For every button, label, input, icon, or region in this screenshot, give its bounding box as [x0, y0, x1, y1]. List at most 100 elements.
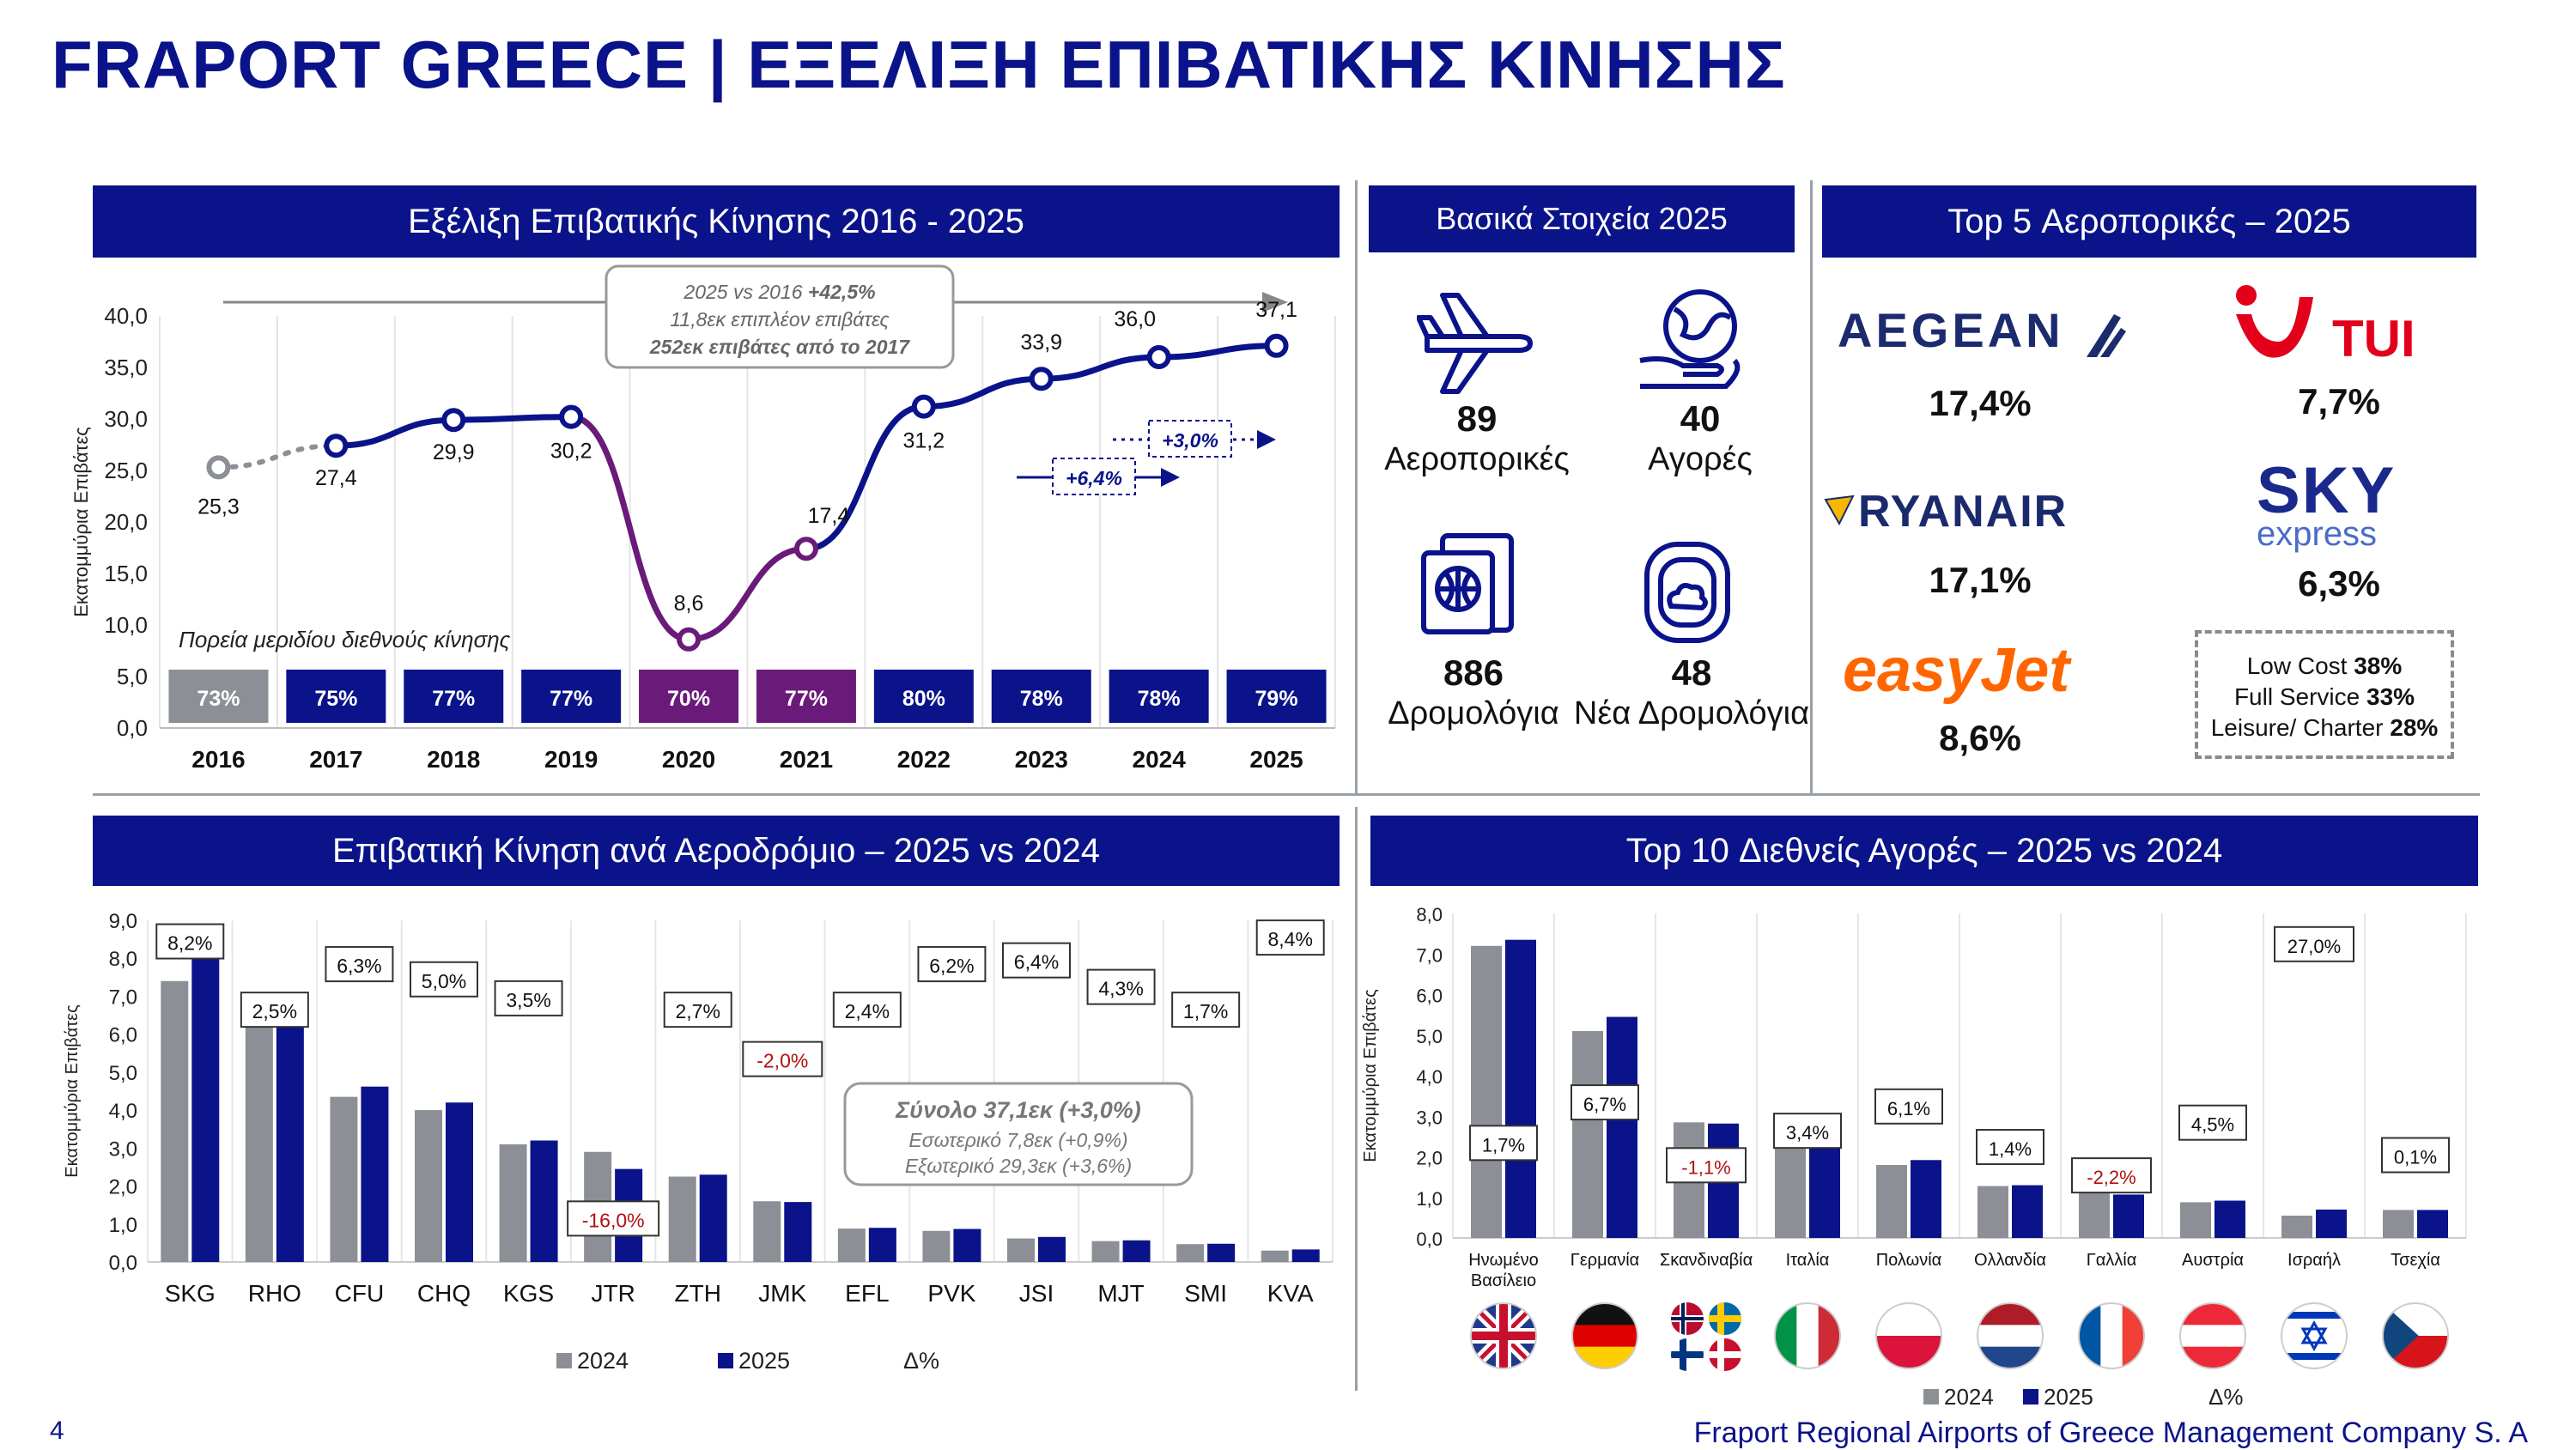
series-line-2021-2025: [805, 343, 1277, 552]
x-tick-label: 2016: [191, 746, 245, 773]
delta-label: 2,5%: [252, 1000, 297, 1022]
y-tick-label: 3,0: [109, 1138, 137, 1161]
scandinavia-flags-icon: [1671, 1338, 1704, 1371]
mix-full-service: Full Service 33%: [2233, 683, 2415, 710]
tui-logo: TUI: [2332, 310, 2415, 367]
delta-label-box: [1002, 942, 1071, 979]
legend-label-2024: 2024: [1944, 1384, 1994, 1408]
x-tick-label: 2022: [897, 746, 951, 773]
x-tick-label: 2019: [544, 746, 598, 773]
y-tick-label: 35,0: [104, 355, 148, 380]
austria-flag-icon-ring: [2179, 1302, 2246, 1369]
delta-label-box: [1666, 1147, 1747, 1184]
germany-flag-icon-ring: [1571, 1302, 1638, 1369]
kpi-routes-value: 886: [1443, 652, 1504, 693]
y-tick-label: 10,0: [104, 612, 148, 638]
poland-flag-icon-ring: [1875, 1302, 1942, 1369]
delta-label-box: [325, 946, 394, 983]
x-tick-label: Τσεχία: [2391, 1251, 2440, 1270]
markets-chart: 0,0 1,0 2,0 3,0 4,0 5,0 6,0 7,0 8,0 Εκατομμύρια Ε…: [1361, 904, 2467, 1408]
aegean-share: 17,4%: [1929, 383, 2032, 423]
x-tick-label: 2024: [1133, 746, 1187, 773]
delta-label-box: [2071, 1157, 2152, 1194]
delta-label-box: [742, 1040, 823, 1077]
delta-label: -2,0%: [756, 1050, 808, 1072]
delta-label: 4,5%: [2191, 1114, 2234, 1136]
delta-label-box: [663, 992, 732, 1028]
intl-share-box: [286, 670, 386, 723]
x-tick-label-line2: Βασίλειο: [1471, 1271, 1536, 1290]
aegean-logo: AEGEAN: [1838, 303, 2064, 357]
y-tick-label: 8,0: [109, 948, 137, 971]
bar-2024: [330, 1096, 358, 1262]
delta-label-box: [1469, 1125, 1538, 1162]
growth-label: +6,4%: [1066, 467, 1122, 489]
bar-2024: [837, 1229, 866, 1262]
x-tick-label: Γαλλία: [2087, 1251, 2137, 1270]
callout-line-1: 2025 vs 2016 +42,5%: [683, 281, 875, 303]
x-tick-label: ZTH: [674, 1280, 720, 1307]
israel-flag-icon: [2281, 1303, 2347, 1368]
x-tick-label: CHQ: [417, 1280, 471, 1307]
flag-stripe: [1572, 1325, 1637, 1348]
data-point: [206, 455, 231, 480]
delta-label-box: [2381, 1137, 2450, 1174]
data-value-label: 36,0: [1114, 307, 1156, 331]
delta-label: -2,2%: [2087, 1167, 2136, 1188]
tui-smile-icon: [2236, 285, 2313, 358]
data-value-label: 17,4: [808, 504, 850, 528]
italy-flag-icon: [1775, 1303, 1840, 1368]
bar-2024: [1572, 1031, 1603, 1238]
bar-2025: [1038, 1236, 1066, 1262]
flag-stripe: [2079, 1303, 2102, 1368]
y-tick-label: 5,0: [117, 664, 148, 689]
legend-swatch-2025: [718, 1353, 733, 1368]
bar-2024: [1176, 1244, 1205, 1262]
ryanair-logo: RYANAIR: [1858, 487, 2069, 537]
delta-label: 8,4%: [1267, 928, 1312, 950]
delta-label-box: [155, 923, 225, 960]
data-value-label: 29,9: [433, 440, 475, 464]
delta-label-box: [2274, 925, 2354, 962]
x-tick-label: 2025: [1249, 746, 1303, 773]
bar-2024: [2383, 1210, 2414, 1238]
bar-2025: [2316, 1209, 2347, 1238]
y-tick-label: 5,0: [1416, 1026, 1443, 1047]
y-tick-label: 25,0: [104, 458, 148, 483]
delta-label: 1,7%: [1183, 1000, 1228, 1022]
aegean-wing-icon: [2087, 314, 2126, 357]
delta-label: 6,4%: [1014, 951, 1059, 974]
data-point: [324, 434, 349, 458]
bar-2025: [2113, 1194, 2144, 1238]
data-value-label: 37,1: [1255, 298, 1297, 322]
delta-label: 6,3%: [337, 955, 381, 977]
bar-2025: [191, 958, 220, 1262]
bar-2025: [530, 1140, 558, 1262]
flag-stripe: [1572, 1303, 1637, 1326]
flag-stripe: [2281, 1353, 2347, 1360]
y-tick-label: 40,0: [104, 303, 148, 329]
airports-chart: 0,0 1,0 2,0 3,0 4,0 5,0 6,0 7,0 8,0 9,0 Εκατομμύρι…: [63, 910, 1334, 1374]
data-point: [1029, 367, 1054, 391]
bar-2024: [922, 1230, 951, 1262]
skyexpress-logo-sub: express: [2257, 515, 2378, 553]
trend-arrow-head: [1262, 292, 1288, 312]
flag-cross: [1709, 1302, 1741, 1335]
mix-low-cost: Low Cost 38%: [2246, 652, 2403, 679]
kpi-airlines-label: Αεροπορικές: [1384, 441, 1570, 477]
flag-cross-red: [1471, 1303, 1536, 1368]
bar-2024: [1775, 1149, 1806, 1238]
bar-2025: [1291, 1249, 1320, 1262]
italy-flag-icon-ring: [1774, 1302, 1841, 1369]
scandinavia-flags-icon: [1709, 1338, 1741, 1371]
total-callout-line-3: Εξωτερικό 29,3εκ (+3,6%): [905, 1155, 1132, 1177]
callout-box: [605, 264, 955, 369]
legend-swatch-2024: [1923, 1389, 1939, 1404]
growth-label: +3,0%: [1162, 429, 1218, 452]
airplane-icon: [1417, 293, 1533, 394]
intl-share-label: 78%: [1020, 687, 1063, 711]
data-value-label: 33,9: [1020, 331, 1062, 355]
footer-company: Fraport Regional Airports of Greece Mana…: [1693, 1417, 2528, 1449]
flag-stripe: [2100, 1303, 2123, 1368]
y-tick-label: 5,0: [109, 1062, 137, 1085]
